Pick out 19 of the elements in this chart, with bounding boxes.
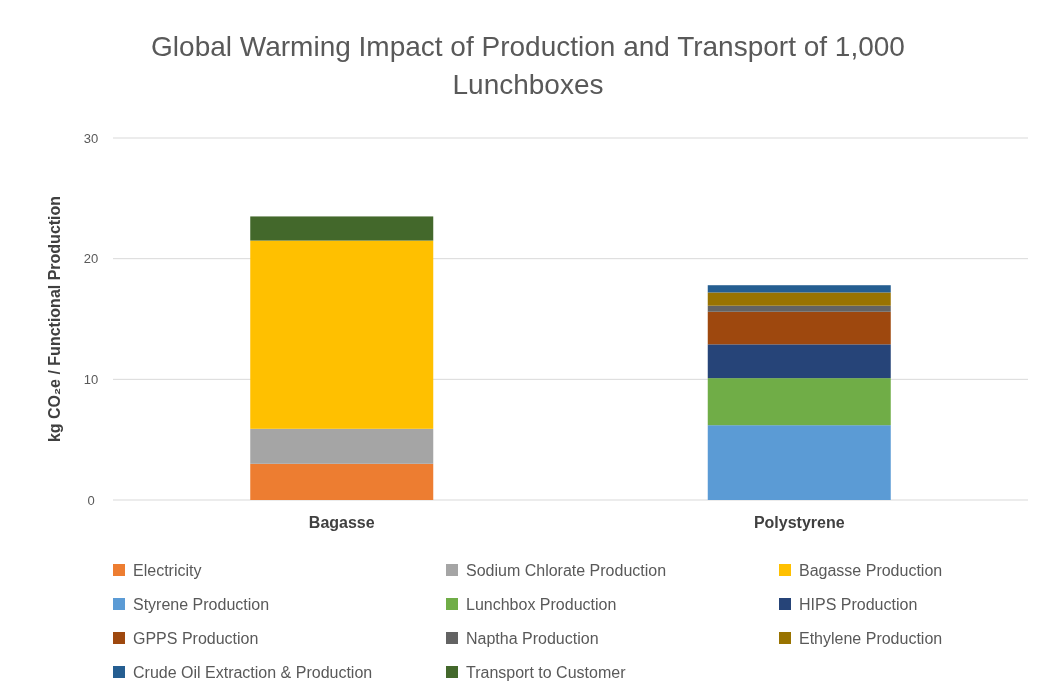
y-axis-title: kg CO₂e / Functional Production <box>46 195 63 443</box>
legend-label: HIPS Production <box>799 595 918 613</box>
legend-label: Naptha Production <box>466 629 599 647</box>
legend-label: Lunchbox Production <box>466 595 617 613</box>
y-tick-label: 0 <box>87 492 95 508</box>
legend-label: Styrene Production <box>133 595 270 613</box>
chart-title: Global Warming Impact of Production and Transport of 1,000 Lunchboxes <box>151 31 905 100</box>
x-tick-label: Polystyrene <box>753 514 845 531</box>
legend-label: Crude Oil Extraction & Production <box>133 663 373 681</box>
legend-label: Ethylene Production <box>799 629 943 647</box>
legend-label: Electricity <box>133 561 202 579</box>
y-tick-label: 10 <box>83 371 99 387</box>
legend-label: Sodium Chlorate Production <box>466 561 667 579</box>
legend-label: Transport to Customer <box>466 663 627 681</box>
y-tick-label: 30 <box>83 130 99 146</box>
x-tick-label: Bagasse <box>308 514 375 531</box>
legend-label: GPPS Production <box>133 629 259 647</box>
legend-label: Bagasse Production <box>799 561 943 579</box>
y-tick-label: 20 <box>83 251 99 267</box>
